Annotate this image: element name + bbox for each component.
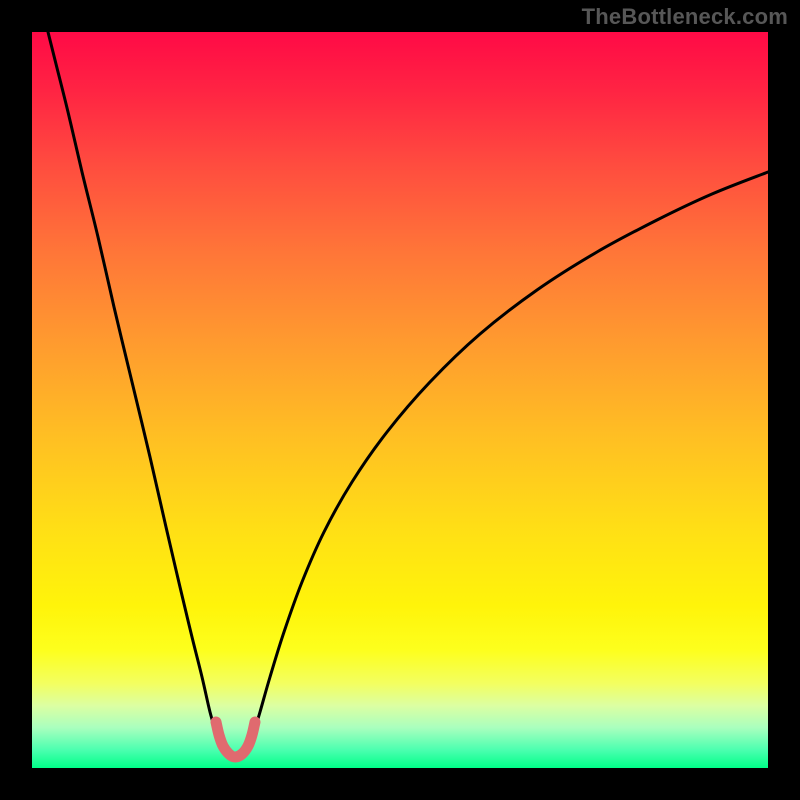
curves-layer (32, 32, 768, 768)
plot-area (32, 32, 768, 768)
curve-left-branch (48, 32, 216, 732)
watermark-text: TheBottleneck.com (582, 4, 788, 30)
curve-right-branch (254, 172, 768, 732)
valley-marker (216, 722, 255, 757)
chart-container: TheBottleneck.com (0, 0, 800, 800)
